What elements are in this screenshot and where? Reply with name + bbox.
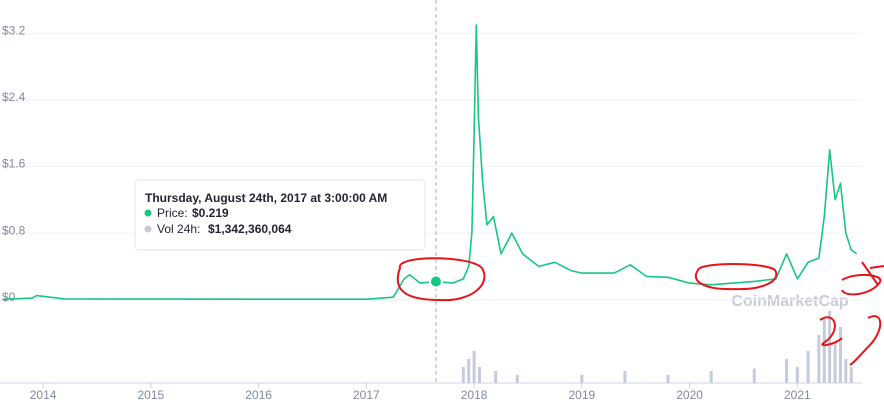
hover-point <box>428 274 443 289</box>
x-tick-label: 2016 <box>245 388 272 400</box>
price-dot <box>144 209 152 217</box>
red-circle <box>695 263 778 291</box>
tooltip: Thursday, August 24th, 2017 at 3:00:00 A… <box>134 179 426 251</box>
plot: $0 $0.8 $1.6 $2.4 $3.2 2014 2015 2016 2017 2018 20… <box>0 0 862 400</box>
red-scribble <box>841 261 884 296</box>
red-scribble <box>849 315 882 366</box>
volume-bar <box>461 367 465 383</box>
x-tick-label: 2018 <box>461 388 488 400</box>
tooltip-price: $0.219 <box>192 206 229 220</box>
volume-bar <box>472 351 476 383</box>
x-tick-label: 2021 <box>784 388 811 400</box>
volume-bar <box>838 327 842 383</box>
red-scribble <box>819 316 843 347</box>
volume-bar <box>844 359 848 383</box>
volume-dot <box>144 225 152 233</box>
tooltip-volume: $1,342,360,064 <box>208 222 292 236</box>
volume-bar <box>817 335 821 383</box>
volume-bar <box>752 368 756 383</box>
annotations <box>396 257 884 366</box>
volume-bar <box>580 375 584 383</box>
volume-bar <box>666 375 670 383</box>
volume-bar <box>795 367 799 383</box>
y-tick-label: $3.2 <box>2 23 26 37</box>
y-tick-label: $0.8 <box>2 223 26 237</box>
red-circle <box>396 257 486 302</box>
volume-bar <box>467 359 471 383</box>
x-tick-label: 2014 <box>30 388 57 400</box>
volume-bar <box>477 367 481 383</box>
y-tick-label: $1.6 <box>2 157 26 171</box>
tooltip-box <box>134 179 426 251</box>
x-tick-label: 2020 <box>676 388 703 400</box>
x-tick-label: 2015 <box>137 388 164 400</box>
tooltip-price-label: Price: <box>157 206 188 220</box>
volume-bar <box>623 371 627 383</box>
price-line <box>3 24 858 301</box>
volume-bar <box>822 319 826 383</box>
tooltip-volume-label: Vol 24h: <box>157 222 200 236</box>
tooltip-date: Thursday, August 24th, 2017 at 3:00:00 A… <box>145 191 387 205</box>
volume-bar <box>494 371 498 383</box>
volume-bar <box>806 351 810 383</box>
x-tick-label: 2017 <box>353 388 380 400</box>
volume-bar <box>709 371 713 383</box>
volume-bar <box>515 375 519 383</box>
volume-bar <box>785 359 789 383</box>
volume-bar <box>828 311 832 383</box>
volume-bar <box>833 343 837 383</box>
x-tick-label: 2019 <box>568 388 595 400</box>
y-tick-label: $2.4 <box>2 90 26 104</box>
volume-bar <box>849 367 853 383</box>
watermark: CoinMarketCap <box>731 293 849 310</box>
y-tick-label: $0 <box>2 290 16 304</box>
